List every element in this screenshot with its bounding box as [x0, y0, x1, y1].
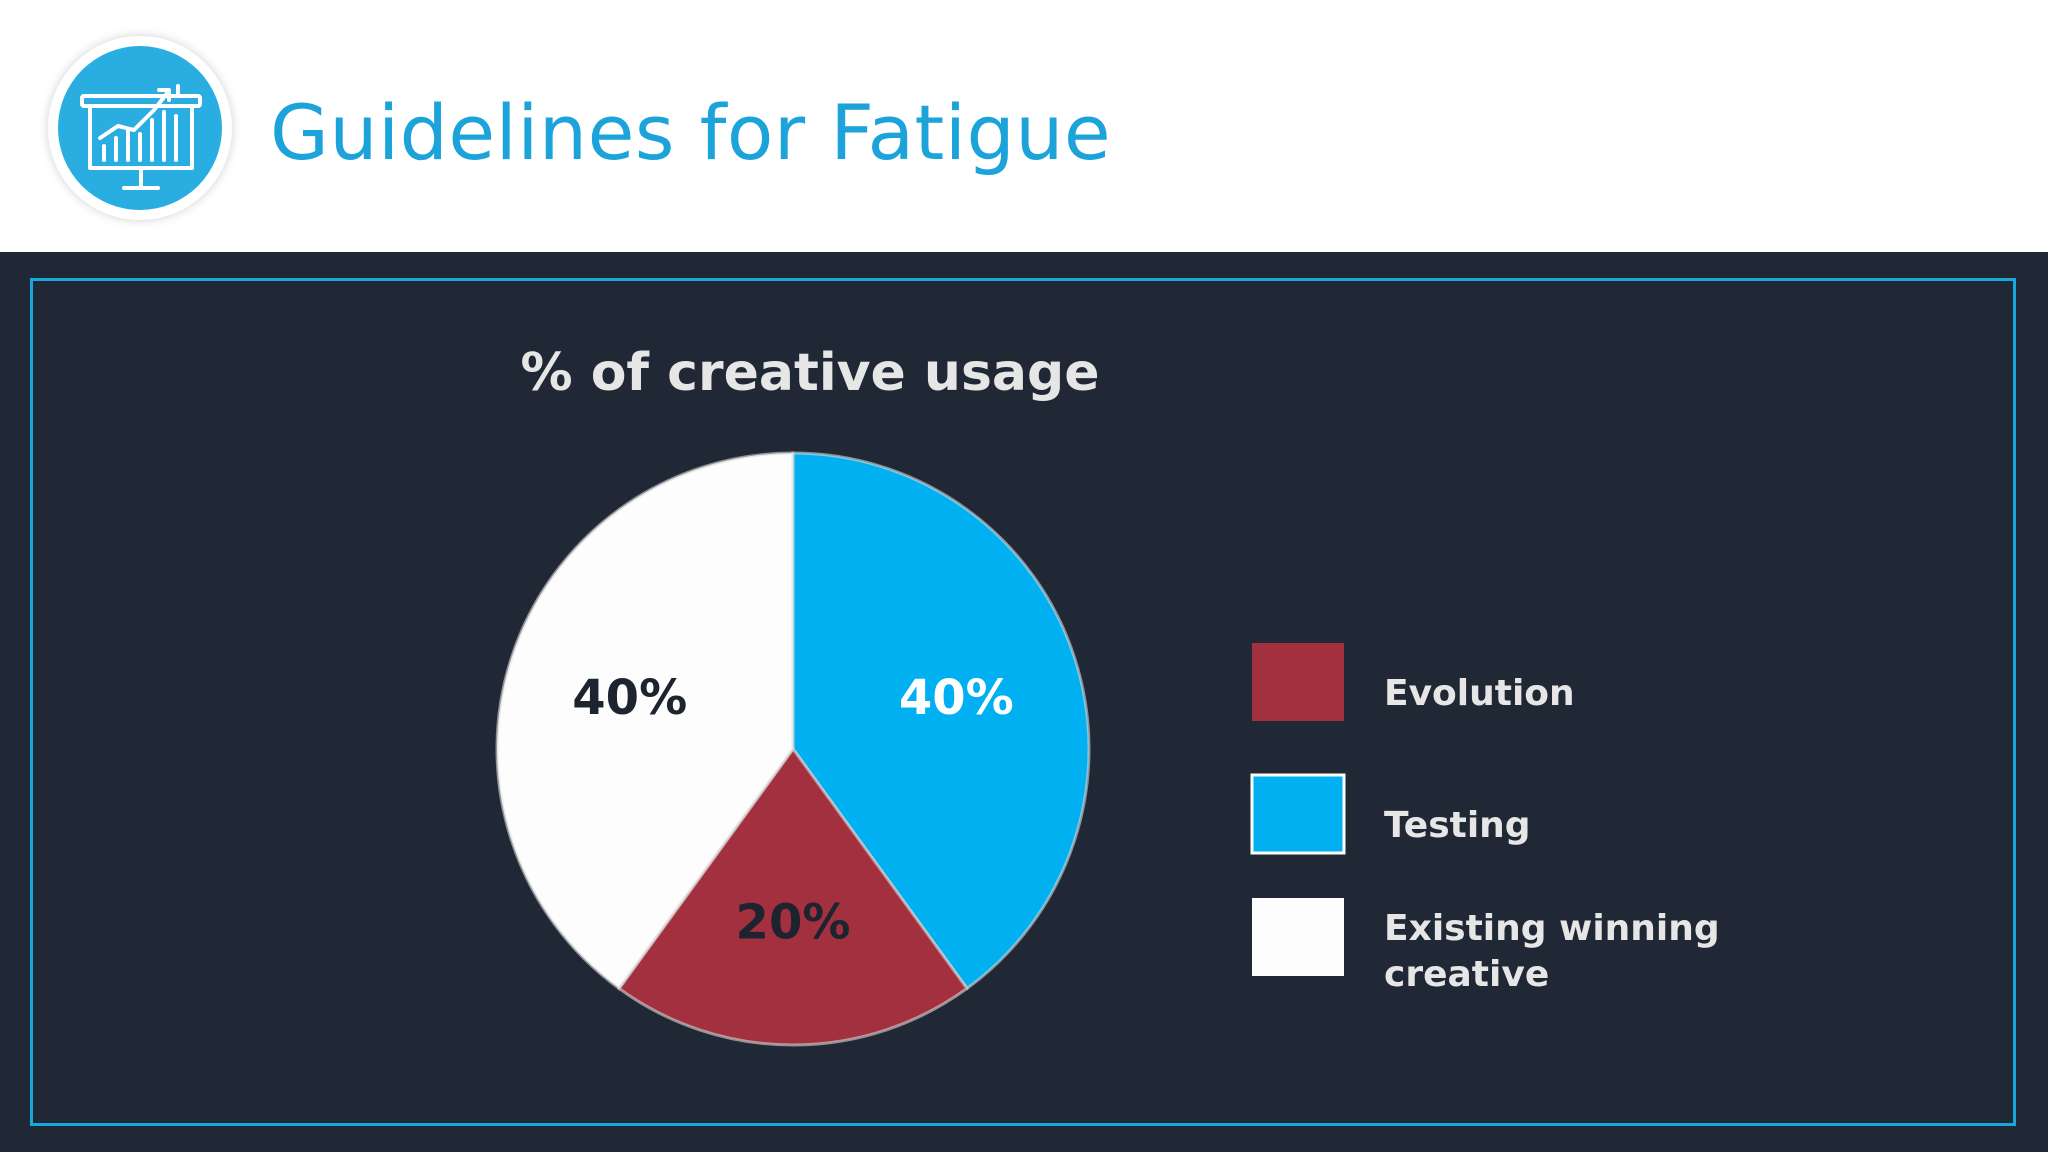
- logo-badge: [48, 36, 232, 220]
- pie-value-labels: 40% 20% 40%: [572, 670, 1013, 951]
- pie-value-label-evolution: 20%: [736, 895, 851, 951]
- pie-slice-testing: [791, 451, 1091, 991]
- pie-value-label-testing: 40%: [899, 670, 1014, 726]
- legend-swatch-existing-winning-creative: [1252, 898, 1344, 976]
- presentation-chart-icon: [80, 84, 202, 190]
- legend-label-existing-winning-creative: Existing winning creative: [1384, 908, 1720, 995]
- pie-slice-existing-winning-creative: [495, 451, 795, 991]
- logo-circle-fill: [58, 46, 222, 210]
- legend-label-testing: Testing: [1384, 805, 1531, 846]
- slide-header: Guidelines for Fatigue: [0, 0, 2048, 252]
- legend-label-evolution: Evolution: [1384, 673, 1575, 714]
- legend-swatch-evolution: [1252, 643, 1344, 721]
- pie-value-label-existing-winning-creative: 40%: [572, 670, 687, 726]
- legend-swatch-testing: [1250, 773, 1346, 855]
- chart-title: % of creative usage: [521, 343, 1100, 403]
- pie-chart: % of creative usage 40% 20% 40% Evolution T…: [495, 343, 1720, 1047]
- content-frame: [30, 278, 2016, 1126]
- chart-legend: Evolution Testing Existing winning creative: [1250, 643, 1720, 995]
- pie-slice-evolution: [616, 746, 970, 1047]
- pie-slices: [495, 451, 1091, 1047]
- page-title: Guidelines for Fatigue: [270, 88, 1112, 177]
